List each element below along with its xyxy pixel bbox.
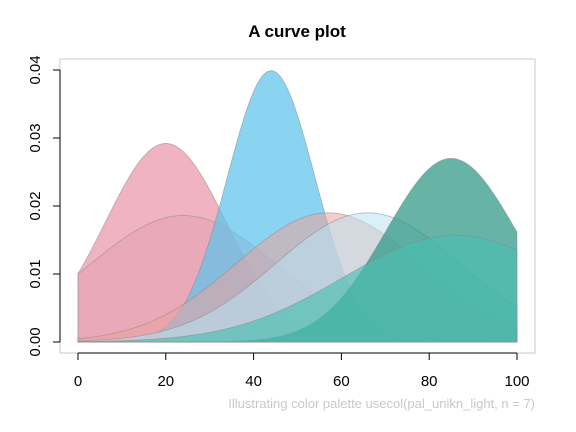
y-tick-label: 0.00 <box>27 327 44 356</box>
y-tick-label: 0.02 <box>27 191 44 220</box>
x-tick-label: 0 <box>74 373 82 390</box>
chart-title: A curve plot <box>248 22 346 41</box>
density-curve-7 <box>77 234 518 343</box>
chart-caption: Illustrating color palette usecol(pal_un… <box>228 396 535 411</box>
y-tick-label: 0.01 <box>27 259 44 288</box>
x-tick-label: 60 <box>333 373 350 390</box>
x-tick-label: 100 <box>504 373 529 390</box>
y-axis: 0.00 0.01 0.02 0.03 0.04 <box>27 55 61 357</box>
y-tick-label: 0.03 <box>27 123 44 152</box>
x-tick-label: 40 <box>245 373 262 390</box>
y-tick-label: 0.04 <box>27 55 44 84</box>
x-tick-label: 20 <box>157 373 174 390</box>
x-axis: 0 20 40 60 80 100 <box>74 352 530 390</box>
series-layer <box>77 70 518 343</box>
x-tick-label: 80 <box>421 373 438 390</box>
